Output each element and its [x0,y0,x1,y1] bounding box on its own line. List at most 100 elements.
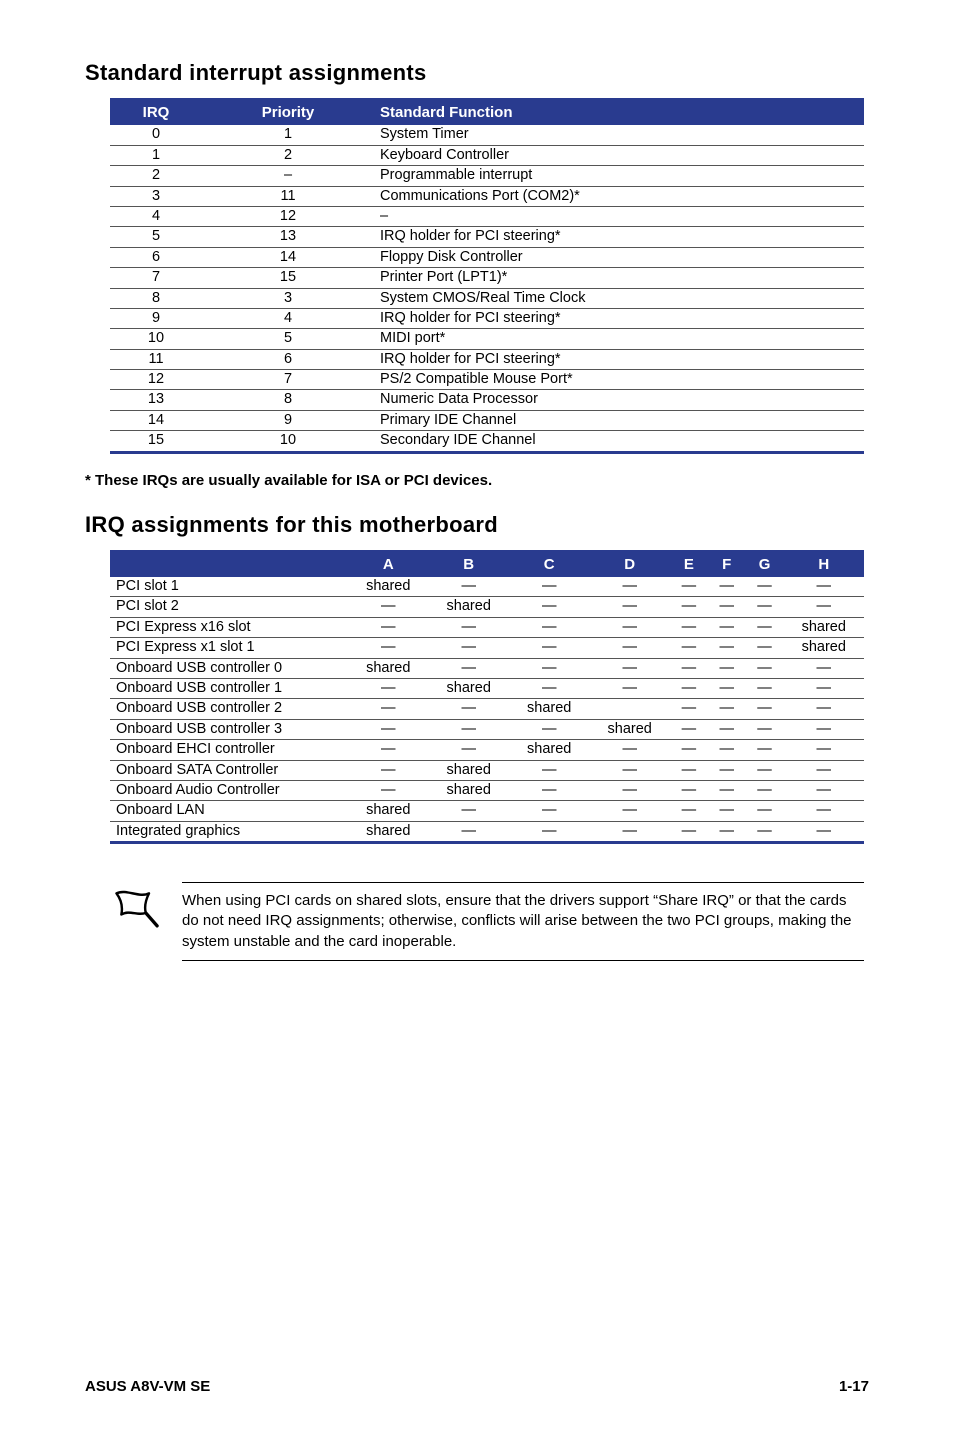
table-cell: — [348,740,428,760]
table-cell: Secondary IDE Channel [374,431,864,452]
col-header-function: Standard Function [374,100,864,126]
table-cell: — [708,597,746,617]
section-heading-irq-assignments: IRQ assignments for this motherboard [85,512,869,538]
table-cell: — [746,699,784,719]
table-cell: — [509,801,589,821]
table-cell: 10 [202,431,374,452]
table-cell: — [783,699,864,719]
table-cell: — [708,760,746,780]
table-cell: — [783,760,864,780]
table-cell: PCI Express x16 slot [110,617,348,637]
table-cell: — [428,719,508,739]
table-cell: — [348,638,428,658]
table-cell: — [783,658,864,678]
table-cell: — [428,801,508,821]
table-cell: — [746,617,784,637]
table-cell: 5 [110,227,202,247]
table-cell: — [509,617,589,637]
table-cell: — [428,658,508,678]
table-cell: Onboard USB controller 3 [110,719,348,739]
table-cell: — [509,577,589,597]
table-row: 105MIDI port* [110,329,864,349]
table-cell: — [670,760,708,780]
table-cell: — [670,597,708,617]
table-cell: 13 [110,390,202,410]
table-cell: — [589,617,669,637]
table-cell: — [746,658,784,678]
table-cell: 6 [202,349,374,369]
table-cell: – [374,206,864,226]
table-cell: System CMOS/Real Time Clock [374,288,864,308]
table-row: Integrated graphicsshared——————— [110,821,864,842]
table-cell: — [708,638,746,658]
table-cell: Onboard USB controller 0 [110,658,348,678]
col-header: E [670,552,708,578]
table-cell: — [708,678,746,698]
table-cell: — [670,678,708,698]
callout-text: When using PCI cards on shared slots, en… [182,882,864,961]
table-cell: shared [348,801,428,821]
table-cell: — [509,678,589,698]
table-cell: — [746,678,784,698]
table-cell: Onboard Audio Controller [110,780,348,800]
table-cell: shared [783,617,864,637]
table-cell: — [708,719,746,739]
table-cell: 15 [202,268,374,288]
table-cell: Floppy Disk Controller [374,247,864,267]
table-cell: Primary IDE Channel [374,410,864,430]
table-cell: — [509,821,589,842]
table-cell: — [708,617,746,637]
table-cell: — [348,699,428,719]
table-cell: Printer Port (LPT1)* [374,268,864,288]
table-cell: — [428,699,508,719]
table-cell: 12 [110,370,202,390]
table-cell: — [670,740,708,760]
table-cell: — [589,658,669,678]
table-cell: — [746,740,784,760]
col-header: B [428,552,508,578]
table-cell: 4 [202,308,374,328]
table-row: Onboard EHCI controller——shared————— [110,740,864,760]
table-cell: MIDI port* [374,329,864,349]
table-cell: Onboard USB controller 1 [110,678,348,698]
table-row: 715Printer Port (LPT1)* [110,268,864,288]
table-cell: — [670,719,708,739]
table-cell: shared [428,678,508,698]
col-header-irq: IRQ [110,100,202,126]
table-row: 2–Programmable interrupt [110,166,864,186]
table-cell: 7 [110,268,202,288]
table-cell: — [509,760,589,780]
table-cell: — [670,577,708,597]
table-cell: 11 [110,349,202,369]
table-row: 12Keyboard Controller [110,145,864,165]
table-cell: — [348,678,428,698]
table-cell: shared [783,638,864,658]
table-cell: — [670,801,708,821]
table-row: 83System CMOS/Real Time Clock [110,288,864,308]
table-cell: — [509,638,589,658]
irq-assignment-table-container: ABCDEFGH PCI slot 1shared———————PCI slot… [110,550,864,844]
table-cell: 1 [202,125,374,145]
table-cell: 10 [110,329,202,349]
table-cell: — [428,617,508,637]
table-cell: shared [509,699,589,719]
table-cell: — [783,801,864,821]
table-cell: — [589,740,669,760]
table-cell: — [670,780,708,800]
table-cell: 14 [202,247,374,267]
table-cell: — [670,821,708,842]
col-header: G [746,552,784,578]
table-cell: Communications Port (COM2)* [374,186,864,206]
table-row: Onboard USB controller 0shared——————— [110,658,864,678]
table-cell: shared [509,740,589,760]
table-cell: — [783,577,864,597]
table-row: 311Communications Port (COM2)* [110,186,864,206]
table-cell: IRQ holder for PCI steering* [374,227,864,247]
table-cell: 3 [110,186,202,206]
table-row: PCI Express x1 slot 1———————shared [110,638,864,658]
table-row: PCI slot 2—shared—————— [110,597,864,617]
table-cell: — [428,740,508,760]
table-row: Onboard SATA Controller—shared—————— [110,760,864,780]
table-cell: – [202,166,374,186]
table-cell: 9 [202,410,374,430]
